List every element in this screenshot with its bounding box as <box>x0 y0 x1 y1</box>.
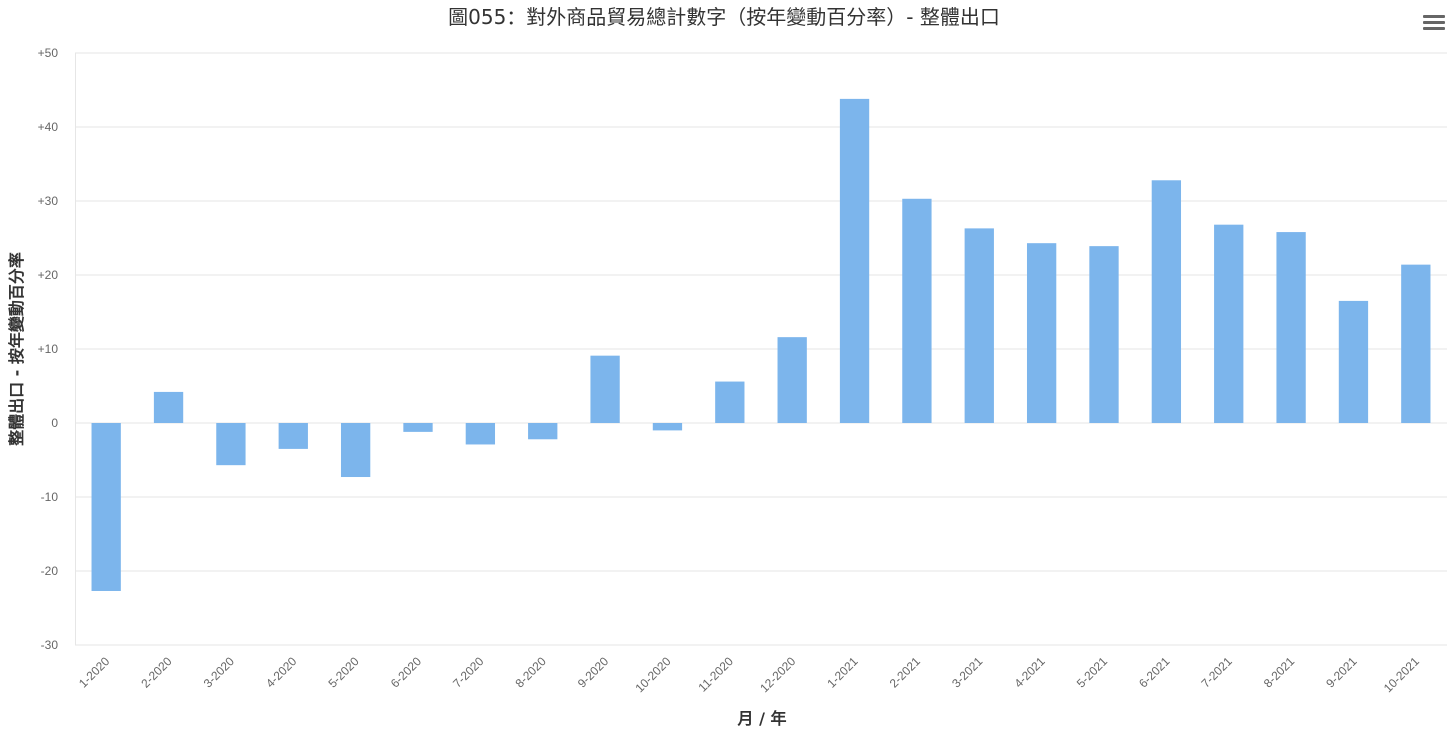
bar-10-2021[interactable] <box>1401 264 1431 423</box>
bar-3-2020[interactable] <box>216 423 246 466</box>
x-tick-label: 6-2020 <box>388 654 425 691</box>
x-tick-label: 3-2020 <box>201 654 238 691</box>
x-tick-label: 11-2020 <box>696 654 737 695</box>
bar-8-2021[interactable] <box>1276 232 1306 423</box>
y-tick-label: +40 <box>38 120 59 134</box>
x-tick-label: 10-2020 <box>633 654 674 695</box>
bar-5-2021[interactable] <box>1089 246 1119 423</box>
x-tick-label: 7-2020 <box>450 654 487 691</box>
x-axis-title: 月 / 年 <box>737 709 787 728</box>
bar-3-2021[interactable] <box>964 228 994 423</box>
bar-12-2020[interactable] <box>777 337 807 423</box>
x-tick-label: 10-2021 <box>1381 654 1422 695</box>
bar-4-2021[interactable] <box>1026 243 1057 423</box>
x-tick-label: 4-2021 <box>1011 654 1048 691</box>
bar-1-2021[interactable] <box>839 98 870 423</box>
bar-2-2021[interactable] <box>902 198 932 423</box>
bar-8-2020[interactable] <box>528 423 558 440</box>
bar-6-2021[interactable] <box>1151 180 1182 423</box>
bar-6-2020[interactable] <box>403 423 433 432</box>
y-tick-label: +20 <box>38 268 59 282</box>
x-tick-label: 5-2021 <box>1074 654 1111 691</box>
x-tick-label: 8-2020 <box>513 654 550 691</box>
bar-7-2020[interactable] <box>465 423 496 445</box>
x-tick-label: 2-2020 <box>138 654 175 691</box>
x-tick-label: 12-2020 <box>757 654 798 695</box>
x-tick-label: 7-2021 <box>1199 654 1236 691</box>
bar-9-2020[interactable] <box>590 355 620 423</box>
chart-menu-button[interactable] <box>1423 12 1445 34</box>
bar-4-2020[interactable] <box>278 423 308 449</box>
y-tick-label: +30 <box>38 194 59 208</box>
x-tick-label: 1-2020 <box>76 654 113 691</box>
hamburger-icon <box>1423 15 1445 30</box>
bar-7-2021[interactable] <box>1214 224 1244 423</box>
bar-5-2020[interactable] <box>340 423 371 478</box>
bar-10-2020[interactable] <box>652 423 683 431</box>
x-tick-label: 1-2021 <box>824 654 861 691</box>
y-axis-title: 整體出口 - 按年變動百分率 <box>7 252 26 447</box>
x-tick-label: 9-2020 <box>575 654 612 691</box>
bar-1-2020[interactable] <box>91 423 121 591</box>
x-tick-label: 8-2021 <box>1261 654 1298 691</box>
y-tick-label: -10 <box>41 490 59 504</box>
bar-9-2021[interactable] <box>1338 300 1369 423</box>
y-tick-label: 0 <box>51 416 58 430</box>
x-tick-label: 9-2021 <box>1323 654 1360 691</box>
x-tick-label: 2-2021 <box>887 654 924 691</box>
bar-11-2020[interactable] <box>715 381 745 423</box>
bar-2-2020[interactable] <box>153 391 184 423</box>
y-tick-label: +50 <box>38 46 59 60</box>
y-tick-label: +10 <box>38 342 59 356</box>
y-axis-ticks: -30 -20 -10 0 +10 +20 +30 +40 +50 <box>38 46 59 652</box>
x-tick-label: 6-2021 <box>1136 654 1173 691</box>
y-tick-label: -20 <box>41 564 59 578</box>
x-tick-label: 3-2021 <box>949 654 986 691</box>
x-axis-ticks: 1-2020 2-2020 3-2020 4-2020 5-2020 6-2020 7-20… <box>76 654 1422 695</box>
chart-title: 圖055：對外商品貿易總計數字（按年變動百分率）- 整體出口 <box>448 5 1000 29</box>
x-tick-label: 5-2020 <box>325 654 362 691</box>
x-tick-label: 4-2020 <box>263 654 300 691</box>
bars <box>91 98 1431 591</box>
y-tick-label: -30 <box>41 638 59 652</box>
